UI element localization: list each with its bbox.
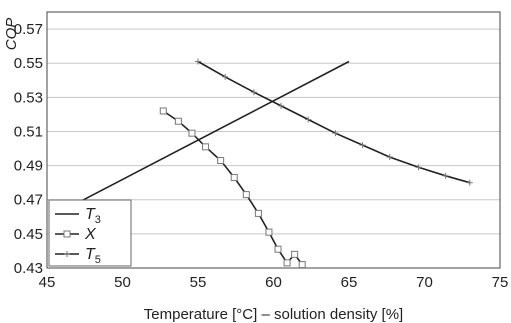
legend-label-name: X xyxy=(84,226,97,243)
legend-label: T3 xyxy=(85,206,101,226)
data-point xyxy=(415,164,422,171)
data-point xyxy=(230,174,238,182)
data-point xyxy=(332,130,339,137)
legend-label-name: T xyxy=(85,246,96,263)
series-2 xyxy=(195,58,473,186)
data-point xyxy=(188,129,196,137)
x-tick-label: 70 xyxy=(416,274,433,291)
y-tick-label: 0.43 xyxy=(14,260,43,277)
data-point xyxy=(242,191,250,199)
data-point xyxy=(283,259,291,267)
series-0 xyxy=(76,60,350,204)
y-axis-title: COP xyxy=(3,18,20,51)
series-layer xyxy=(76,58,473,269)
legend-item: T5 xyxy=(55,246,101,266)
x-tick-label: 50 xyxy=(114,274,131,291)
data-point xyxy=(254,209,262,217)
legend-label-name: T xyxy=(85,206,96,223)
y-tick-label: 0.51 xyxy=(14,123,43,140)
y-tick-label: 0.55 xyxy=(14,55,43,72)
x-tick-label: 60 xyxy=(265,274,282,291)
data-point xyxy=(195,58,201,65)
y-tick-label: 0.53 xyxy=(14,89,43,106)
legend-marker xyxy=(64,251,70,257)
y-tick-labels: 0.43 0.45 0.47 0.49 0.51 0.53 0.55 0.57 xyxy=(14,21,43,277)
data-point xyxy=(222,73,229,80)
legend-label-subscript: 3 xyxy=(95,214,101,226)
data-point xyxy=(217,156,225,164)
data-point xyxy=(442,172,449,179)
legend-label: X xyxy=(84,226,97,243)
y-tick-label: 0.49 xyxy=(14,158,43,175)
series-line xyxy=(197,60,471,184)
legend-box xyxy=(48,199,132,267)
x-tick-label: 75 xyxy=(492,274,509,291)
x-tick-label: 55 xyxy=(190,274,207,291)
series-1 xyxy=(159,107,306,269)
data-point xyxy=(174,117,182,125)
data-point xyxy=(466,179,473,186)
x-tick-labels: 45 50 55 60 65 70 75 xyxy=(39,274,509,291)
y-tick-label: 0.57 xyxy=(14,21,43,38)
plot-frame xyxy=(46,11,501,269)
series-line xyxy=(162,110,303,266)
legend-item: T3 xyxy=(55,206,101,226)
data-point xyxy=(359,142,366,149)
data-point xyxy=(202,143,210,151)
legend-item: X xyxy=(55,226,97,243)
data-point xyxy=(298,261,306,269)
data-point xyxy=(159,107,167,115)
y-tick-label: 0.47 xyxy=(14,192,43,209)
data-point xyxy=(250,89,257,96)
legend-label: T5 xyxy=(85,246,101,266)
data-point xyxy=(265,228,273,236)
data-point xyxy=(386,154,393,161)
series-line xyxy=(76,60,350,204)
legend-label-subscript: 5 xyxy=(95,254,101,266)
data-point xyxy=(305,116,312,123)
data-point xyxy=(278,102,285,109)
x-axis-title: Temperature [°C] – solution density [%] xyxy=(144,306,403,323)
x-tick-label: 45 xyxy=(39,274,56,291)
legend-marker xyxy=(63,230,71,238)
y-tick-label: 0.45 xyxy=(14,226,43,243)
x-tick-label: 65 xyxy=(341,274,358,291)
data-point xyxy=(291,250,299,258)
data-point xyxy=(274,245,282,253)
